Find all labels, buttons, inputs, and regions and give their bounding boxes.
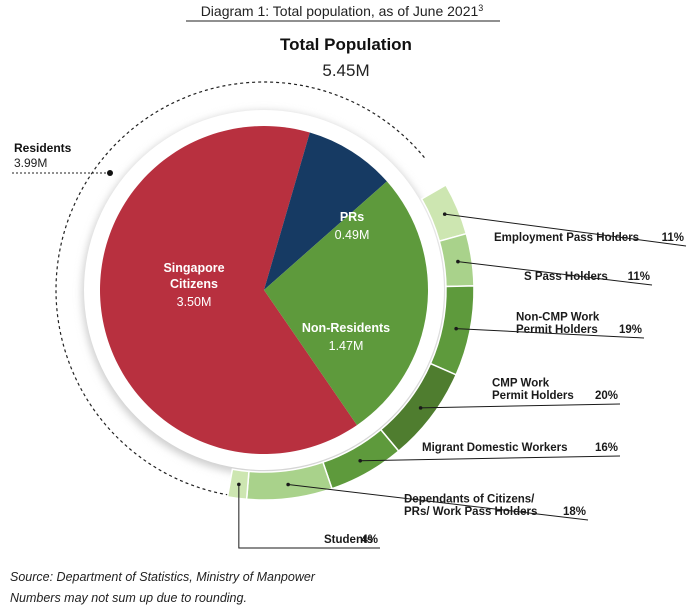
callout-dot-employment-pass-holders <box>442 212 447 216</box>
callout-dot-cmp-work-permit-holders <box>418 406 423 410</box>
callout-label-dependants-of-citizens-prs-work-pass-holders: PRs/ Work Pass Holders <box>404 506 537 518</box>
population-diagram: Diagram 1: Total population, as of June … <box>12 3 687 549</box>
callout-value-cmp-work-permit-holders: 20% <box>595 390 618 402</box>
residents-label: Residents <box>14 141 72 155</box>
callout-line-migrant-domestic-workers <box>360 455 621 462</box>
callout-dot-non-cmp-work-permit-holders <box>454 326 458 331</box>
residents-value: 3.99M <box>14 156 47 170</box>
pie-label-non-residents-name: Non-Residents <box>302 321 390 335</box>
callout-line-cmp-work-permit-holders <box>420 403 621 409</box>
callout-value-s-pass-holders: 11% <box>628 271 650 283</box>
callout-label-students: Students <box>324 534 373 546</box>
pie-label-prs-name: PRs <box>340 210 364 224</box>
callout-value-employment-pass-holders: 11% <box>662 232 684 244</box>
pie-slice-singapore-citizens <box>99 125 357 455</box>
callout-line-employment-pass-holders <box>444 213 687 247</box>
total-label: Total Population <box>280 35 412 54</box>
callout-line-students <box>238 484 380 549</box>
callout-label-employment-pass-holders: Employment Pass Holders <box>494 232 639 244</box>
callout-label-non-cmp-work-permit-holders: Non-CMP Work <box>516 312 600 324</box>
callout-line-s-pass-holders <box>457 261 653 286</box>
callout-dot-students <box>237 482 241 487</box>
source-note: Source: Department of Statistics, Minist… <box>10 570 315 584</box>
callout-line-dependants-of-citizens-prs-work-pass-holders <box>288 484 589 521</box>
callout-label-migrant-domestic-workers: Migrant Domestic Workers <box>422 442 568 454</box>
residents-callout-dot <box>107 170 113 176</box>
callout-dot-s-pass-holders <box>456 259 460 264</box>
callout-line-non-cmp-work-permit-holders <box>456 328 645 339</box>
total-value: 5.45M <box>322 61 369 80</box>
diagram-title: Diagram 1: Total population, as of June … <box>201 3 484 19</box>
callout-label-dependants-of-citizens-prs-work-pass-holders: Dependants of Citizens/ <box>404 494 535 506</box>
pie-label-prs-value: 0.49M <box>335 228 370 242</box>
callout-value-students: 4% <box>361 534 378 546</box>
callout-value-non-cmp-work-permit-holders: 19% <box>619 324 642 336</box>
pie-label-singapore-citizens-value: 3.50M <box>177 295 212 309</box>
callout-value-dependants-of-citizens-prs-work-pass-holders: 18% <box>563 506 586 518</box>
callout-dot-dependants-of-citizens-prs-work-pass-holders <box>286 482 290 487</box>
callout-label-s-pass-holders: S Pass Holders <box>524 271 608 283</box>
pie-label-non-residents-value: 1.47M <box>329 339 364 353</box>
callout-label-cmp-work-permit-holders: Permit Holders <box>492 390 574 402</box>
pie-label-singapore-citizens-name: Citizens <box>170 277 218 291</box>
pie-label-singapore-citizens-name: Singapore <box>163 261 224 275</box>
pie-slice-non-residents <box>264 181 428 426</box>
callout-label-cmp-work-permit-holders: CMP Work <box>492 378 550 390</box>
callout-value-migrant-domestic-workers: 16% <box>595 442 618 454</box>
callout-dot-migrant-domestic-workers <box>358 458 362 463</box>
rounding-note: Numbers may not sum up due to rounding. <box>10 591 247 605</box>
callout-label-non-cmp-work-permit-holders: Permit Holders <box>516 324 598 336</box>
pie-slice-prs <box>264 132 387 290</box>
